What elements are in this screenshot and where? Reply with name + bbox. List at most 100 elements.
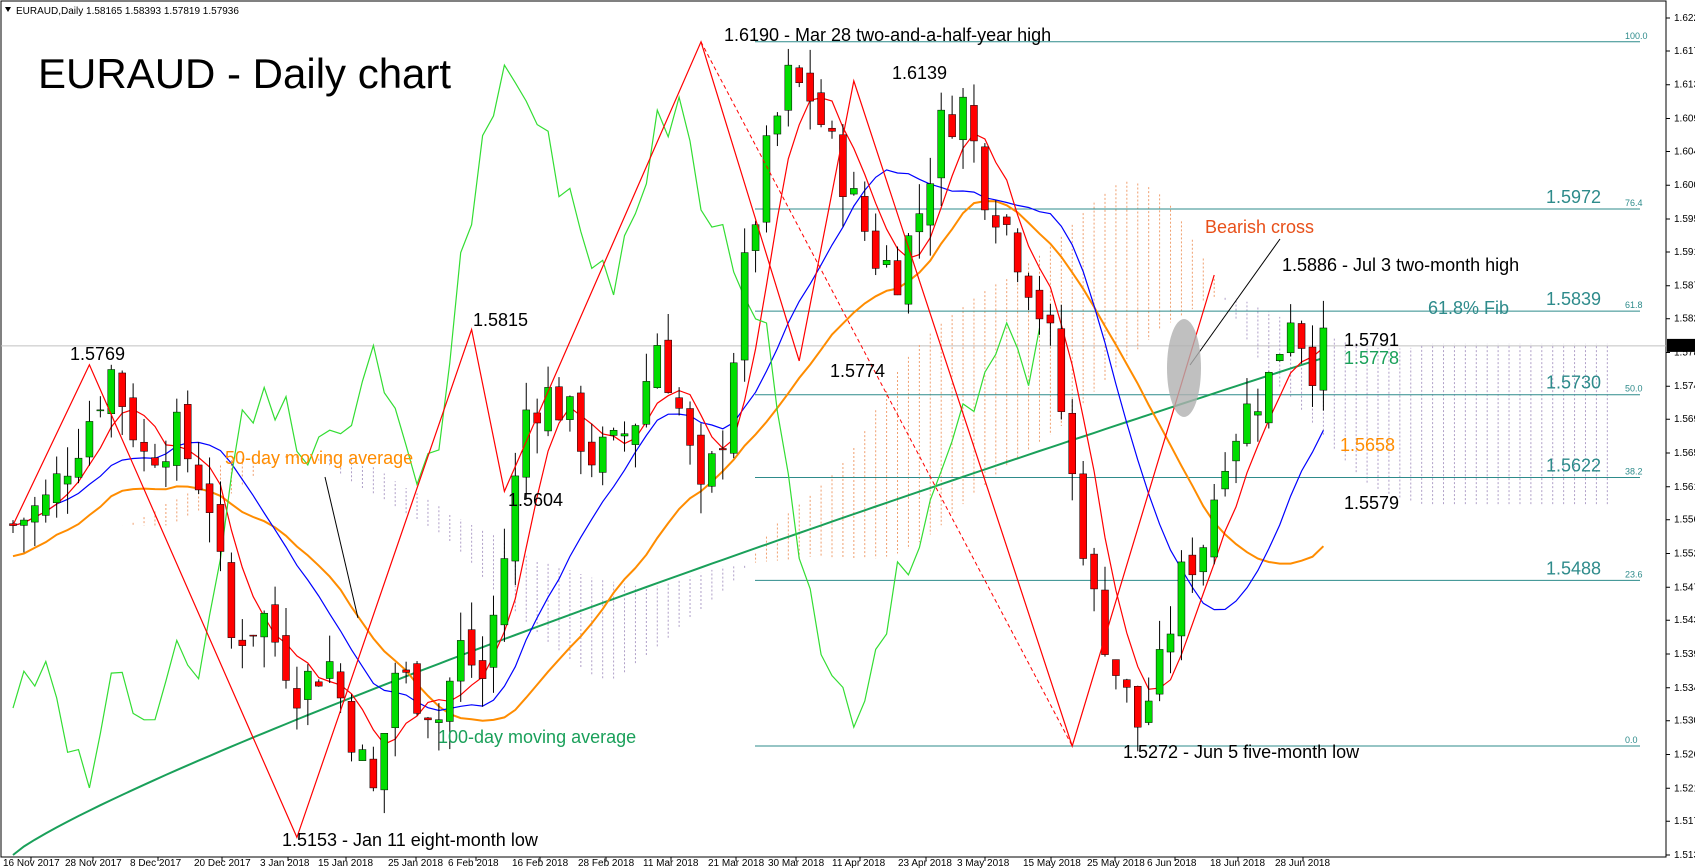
candle-body bbox=[697, 434, 705, 485]
price-axis: 1.62210 1.61780 1.61340 1.60900 1.60470 1.600… bbox=[1666, 13, 1695, 861]
y-tick-label: 1.60900 bbox=[1674, 114, 1695, 125]
candle-body bbox=[63, 475, 72, 485]
candle-body bbox=[675, 397, 683, 409]
y-tick-label: 1.51740 bbox=[1674, 816, 1695, 827]
candle-body bbox=[489, 614, 498, 668]
candle-body bbox=[74, 457, 83, 478]
candle-body bbox=[304, 670, 312, 700]
time-axis: 16 Nov 2017 28 Nov 2017 8 Dec 2017 20 Dec 2… bbox=[3, 857, 1330, 868]
candle-body bbox=[52, 473, 61, 503]
current-price-label: 1.57936 bbox=[1671, 341, 1695, 352]
annotation-last-close: 1.5791 bbox=[1344, 330, 1399, 350]
x-tick-label: 25 May 2018 bbox=[1087, 858, 1145, 868]
fib-pct-label: 61.8 bbox=[1625, 300, 1643, 310]
candle-body bbox=[1144, 700, 1153, 723]
candle-body bbox=[96, 409, 105, 412]
candle-body bbox=[893, 260, 902, 296]
candle-body bbox=[1134, 685, 1142, 728]
bearish-cross-highlight bbox=[1167, 319, 1201, 417]
candle-body bbox=[1035, 289, 1044, 320]
candle-body bbox=[981, 146, 989, 211]
candle-body bbox=[467, 629, 476, 666]
annotation-high-feb: 1.5815 bbox=[473, 310, 528, 330]
candle-body bbox=[1068, 412, 1076, 475]
chikou-line bbox=[12, 63, 1041, 789]
y-tick-label: 1.53050 bbox=[1674, 716, 1695, 727]
candle-body bbox=[282, 635, 290, 681]
candle-body bbox=[249, 634, 257, 637]
y-tick-label: 1.51300 bbox=[1674, 850, 1695, 861]
candle-body bbox=[511, 475, 520, 562]
candle-body bbox=[620, 433, 629, 437]
annotation-ma100-label: 100-day moving average bbox=[438, 727, 636, 747]
candle-body bbox=[1243, 403, 1251, 444]
candle-body bbox=[1297, 323, 1306, 349]
candle-body bbox=[1002, 216, 1011, 225]
y-tick-label: 1.60030 bbox=[1674, 180, 1695, 191]
fib-pct-label: 76.4 bbox=[1625, 198, 1643, 208]
x-tick-label: 23 Apr 2018 bbox=[898, 858, 952, 868]
y-tick-label: 1.61340 bbox=[1674, 80, 1695, 91]
candle-body bbox=[915, 213, 924, 233]
candle-body bbox=[369, 758, 378, 789]
candle-body bbox=[1090, 553, 1098, 590]
candle-body bbox=[85, 421, 94, 458]
candle-body bbox=[205, 483, 214, 513]
ichimoku-cloud bbox=[132, 181, 1608, 679]
candle-body bbox=[1024, 275, 1033, 298]
candle-body bbox=[173, 411, 181, 466]
candle-body bbox=[1123, 679, 1131, 688]
candle-body bbox=[118, 372, 126, 407]
candle-body bbox=[140, 441, 148, 452]
y-tick-label: 1.62210 bbox=[1674, 13, 1695, 24]
tenkan-line bbox=[12, 97, 1324, 745]
indicator-lines bbox=[12, 63, 1325, 856]
annotation-ma50-value: 1.5658 bbox=[1340, 435, 1395, 455]
ma50-line bbox=[12, 200, 1325, 722]
y-tick-label: 1.59160 bbox=[1674, 247, 1695, 258]
y-tick-label: 1.56540 bbox=[1674, 448, 1695, 459]
candle-body bbox=[424, 717, 432, 721]
symbol-triangle-icon bbox=[5, 7, 11, 12]
candle-body bbox=[904, 235, 913, 305]
candle-body bbox=[1275, 354, 1284, 362]
annotation-high-apr: 1.6139 bbox=[892, 63, 947, 83]
y-tick-label: 1.58720 bbox=[1674, 281, 1695, 292]
candle-body bbox=[194, 464, 203, 491]
fib-pct-label: 100.0 bbox=[1625, 31, 1648, 41]
candle-body bbox=[1221, 470, 1229, 490]
fib-pct-label: 38.2 bbox=[1625, 467, 1643, 477]
candle-body bbox=[861, 196, 869, 232]
candle-body bbox=[1166, 633, 1175, 653]
candlesticks bbox=[9, 48, 1328, 814]
y-tick-label: 1.56100 bbox=[1674, 482, 1695, 493]
pointer-bearish-cross bbox=[1189, 238, 1281, 366]
candle-body bbox=[751, 224, 760, 251]
candle-body bbox=[588, 441, 596, 466]
candle-body bbox=[151, 457, 159, 466]
candle-body bbox=[795, 67, 803, 83]
annotation-low-feb: 1.5604 bbox=[508, 490, 563, 510]
y-tick-label: 1.54360 bbox=[1674, 615, 1695, 626]
y-tick-label: 1.60470 bbox=[1674, 146, 1695, 157]
candle-body bbox=[784, 64, 793, 111]
annotation-fib-61-8: 61.8% Fib bbox=[1428, 298, 1509, 318]
annotation-kijun-value: 1.5579 bbox=[1344, 493, 1399, 513]
annotation-low-jun: 1.5272 - Jun 5 five-month low bbox=[1123, 742, 1360, 762]
y-tick-label: 1.56980 bbox=[1674, 414, 1695, 425]
fib-value-label: 1.5488 bbox=[1546, 558, 1601, 578]
candle-body bbox=[631, 425, 640, 445]
y-tick-label: 1.57410 bbox=[1674, 381, 1695, 392]
y-tick-label: 1.52170 bbox=[1674, 783, 1695, 794]
candle-body bbox=[1308, 346, 1317, 386]
candle-body bbox=[325, 661, 334, 679]
candle-body bbox=[315, 681, 323, 687]
y-tick-label: 1.57850 bbox=[1674, 347, 1695, 358]
x-tick-label: 21 Mar 2018 bbox=[708, 858, 765, 868]
current-price-box bbox=[1667, 338, 1695, 352]
fib-value-label: 1.5839 bbox=[1546, 289, 1601, 309]
candle-body bbox=[806, 72, 814, 102]
candle-body bbox=[380, 733, 389, 791]
x-tick-label: 16 Feb 2018 bbox=[512, 858, 569, 868]
candle-body bbox=[1210, 499, 1218, 558]
